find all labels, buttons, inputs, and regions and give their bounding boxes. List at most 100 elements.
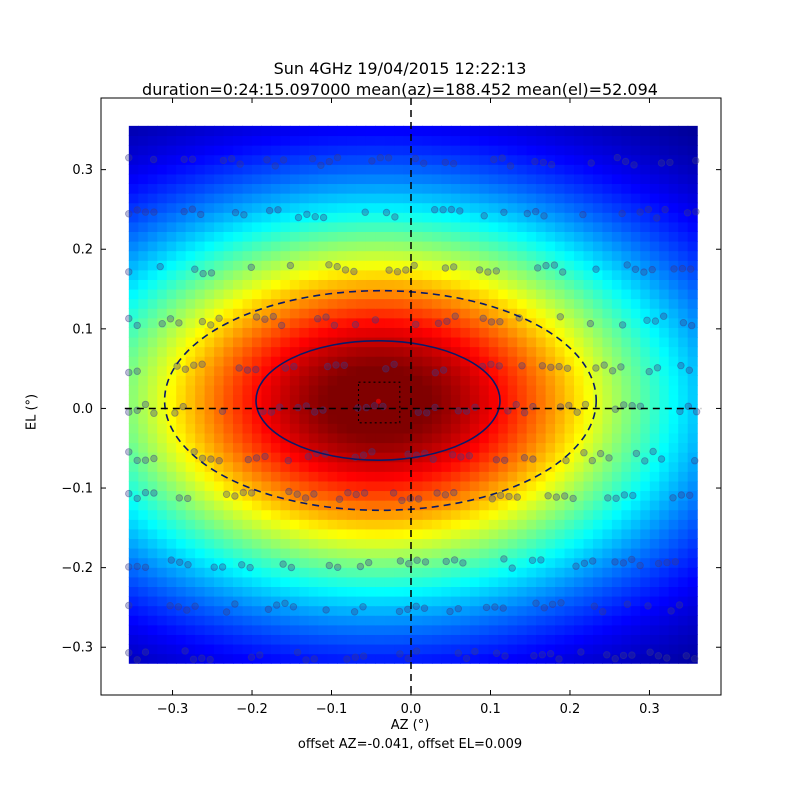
heatmap-cell bbox=[214, 327, 225, 338]
half-power-contour bbox=[255, 339, 501, 461]
scan-point bbox=[412, 320, 420, 329]
heatmap-cell bbox=[602, 145, 613, 156]
heatmap-cell bbox=[138, 202, 149, 213]
heatmap-cell bbox=[128, 202, 139, 213]
heatmap-cell bbox=[450, 634, 461, 645]
heatmap-cell bbox=[564, 356, 575, 367]
heatmap-cell bbox=[431, 336, 442, 348]
scan-point bbox=[547, 363, 555, 371]
heatmap-cell bbox=[678, 452, 689, 463]
heatmap-cell bbox=[640, 634, 651, 645]
heatmap-cell bbox=[555, 135, 566, 146]
heatmap-cell bbox=[365, 173, 376, 185]
scan-point bbox=[640, 268, 648, 276]
scan-point bbox=[294, 403, 302, 412]
heatmap-cell bbox=[233, 423, 244, 434]
heatmap-cell bbox=[185, 125, 196, 137]
heatmap-cell bbox=[574, 145, 585, 156]
heatmap-cell bbox=[223, 471, 234, 482]
heatmap-cell bbox=[242, 624, 253, 635]
heatmap-cell bbox=[384, 164, 395, 175]
heatmap-cell bbox=[394, 154, 405, 165]
heatmap-cell bbox=[574, 327, 585, 338]
scan-point bbox=[368, 448, 376, 456]
scan-point bbox=[429, 455, 437, 463]
heatmap-cell bbox=[195, 231, 206, 242]
heatmap-cell bbox=[394, 327, 405, 338]
heatmap-cell bbox=[431, 308, 442, 319]
heatmap-cell bbox=[583, 250, 594, 261]
heatmap-cell bbox=[214, 356, 225, 367]
heatmap-cell bbox=[640, 375, 651, 386]
heatmap-cell bbox=[517, 288, 528, 300]
heatmap-cell bbox=[564, 519, 575, 530]
heatmap-cell bbox=[536, 442, 547, 453]
heatmap-cell bbox=[507, 576, 518, 587]
heatmap-cell bbox=[564, 346, 575, 357]
heatmap-cell bbox=[488, 471, 499, 482]
heatmap-cell bbox=[583, 528, 594, 540]
heatmap-cell bbox=[157, 452, 168, 463]
heatmap-cell bbox=[611, 193, 622, 204]
heatmap-cell bbox=[327, 643, 338, 655]
heatmap-cell bbox=[270, 538, 281, 549]
heatmap-cell bbox=[365, 384, 376, 396]
heatmap-cell bbox=[422, 615, 433, 626]
scan-point bbox=[191, 265, 199, 273]
heatmap-cell bbox=[251, 528, 263, 540]
scan-point bbox=[454, 605, 462, 613]
heatmap-cell bbox=[289, 135, 300, 146]
heatmap-cell bbox=[375, 413, 386, 424]
heatmap-cell bbox=[507, 279, 518, 290]
heatmap-cell bbox=[422, 509, 433, 520]
heatmap-cell bbox=[592, 279, 604, 290]
heatmap-cell bbox=[441, 327, 452, 338]
heatmap-cell bbox=[251, 461, 263, 472]
heatmap-cell bbox=[592, 653, 604, 664]
heatmap-cell bbox=[678, 653, 689, 664]
heatmap-cell bbox=[422, 154, 433, 165]
heatmap-cell bbox=[233, 269, 244, 280]
heatmap-cell bbox=[630, 509, 641, 520]
heatmap-cell bbox=[602, 183, 613, 194]
heatmap-cell bbox=[242, 538, 253, 549]
heatmap-cell bbox=[223, 221, 234, 232]
heatmap-cell bbox=[412, 528, 424, 540]
heatmap-cell bbox=[687, 538, 698, 549]
heatmap-cell bbox=[564, 461, 575, 472]
heatmap-cell bbox=[299, 596, 310, 607]
heatmap-cell bbox=[394, 193, 405, 204]
heatmap-cell bbox=[659, 164, 670, 175]
heatmap-cell bbox=[166, 500, 177, 511]
heatmap-cell bbox=[479, 250, 490, 261]
heatmap-cell bbox=[242, 135, 253, 146]
heatmap-cell bbox=[356, 557, 367, 568]
heatmap-cell bbox=[441, 288, 452, 300]
heatmap-cell bbox=[479, 336, 490, 348]
heatmap-cell bbox=[659, 260, 670, 271]
heatmap-cell bbox=[498, 596, 509, 607]
heatmap-cell bbox=[403, 288, 414, 300]
heatmap-cell bbox=[337, 288, 348, 300]
heatmap-cell bbox=[128, 490, 139, 501]
heatmap-cell bbox=[166, 202, 177, 213]
scan-point bbox=[302, 402, 310, 410]
heatmap-cell bbox=[450, 212, 461, 223]
heatmap-cell bbox=[195, 452, 206, 463]
scan-point bbox=[222, 490, 231, 498]
heatmap-cell bbox=[678, 596, 689, 607]
heatmap-cell bbox=[128, 135, 139, 146]
heatmap-cell bbox=[356, 221, 367, 232]
heatmap-cell bbox=[583, 125, 594, 137]
heatmap-cell bbox=[356, 624, 367, 635]
heatmap-cell bbox=[659, 509, 670, 520]
heatmap-cell bbox=[564, 317, 575, 328]
heatmap-cell bbox=[233, 173, 244, 185]
scan-point bbox=[439, 205, 447, 214]
heatmap-cell bbox=[422, 346, 433, 357]
heatmap-cell bbox=[611, 404, 622, 415]
heatmap-cell bbox=[479, 183, 490, 194]
heatmap-cell bbox=[280, 336, 291, 348]
heatmap-cell bbox=[308, 643, 319, 655]
heatmap-cell bbox=[233, 221, 244, 232]
